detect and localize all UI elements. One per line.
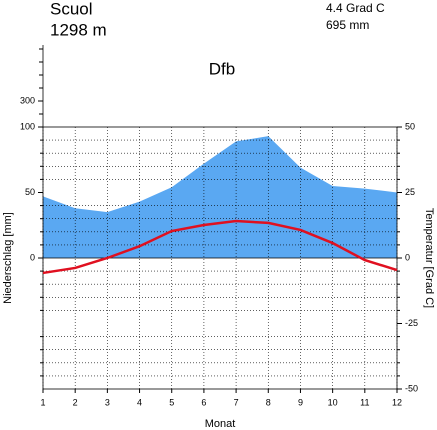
- x-tick-label: 4: [137, 397, 142, 407]
- temperature-line: [42, 219, 398, 275]
- x-axis-label: Monat: [205, 418, 236, 430]
- x-tick-label: 11: [360, 397, 369, 407]
- x-tick-label: 10: [328, 397, 338, 407]
- x-tick-label: 12: [392, 397, 402, 407]
- x-tick-label: 1: [40, 397, 45, 407]
- x-tick-label: 2: [73, 397, 78, 407]
- x-tick-label: 5: [169, 397, 174, 407]
- y2-tick-label: 25: [405, 187, 415, 197]
- annotation: 695 mm: [326, 18, 369, 32]
- y-tick-label: 0: [30, 252, 35, 262]
- x-tick-label: 9: [298, 397, 303, 407]
- x-tick-label: 8: [266, 397, 271, 407]
- y2-tick-label: -25: [405, 318, 418, 328]
- x-tick-label: 6: [201, 397, 206, 407]
- y-axis-label: Niederschlag [mm]: [2, 212, 14, 304]
- y2-axis-label: Temperatur [Grad C]: [423, 208, 435, 308]
- climate-class: Dfb: [209, 59, 235, 78]
- y2-tick-label: 0: [405, 252, 410, 262]
- precipitation-area: [43, 136, 397, 258]
- chart-title: Scuol: [50, 0, 93, 18]
- y2-tick-label: -50: [405, 383, 418, 393]
- x-tick-label: 3: [105, 397, 110, 407]
- x-tick-label: 7: [234, 397, 239, 407]
- y-tick-label: 100: [20, 121, 35, 131]
- annotation: 4.4 Grad C: [326, 1, 385, 15]
- y2-tick-label: 50: [405, 121, 415, 131]
- y-tick-label: 300: [20, 95, 35, 105]
- y-tick-label: 50: [25, 187, 35, 197]
- chart-subtitle: 1298 m: [50, 20, 107, 39]
